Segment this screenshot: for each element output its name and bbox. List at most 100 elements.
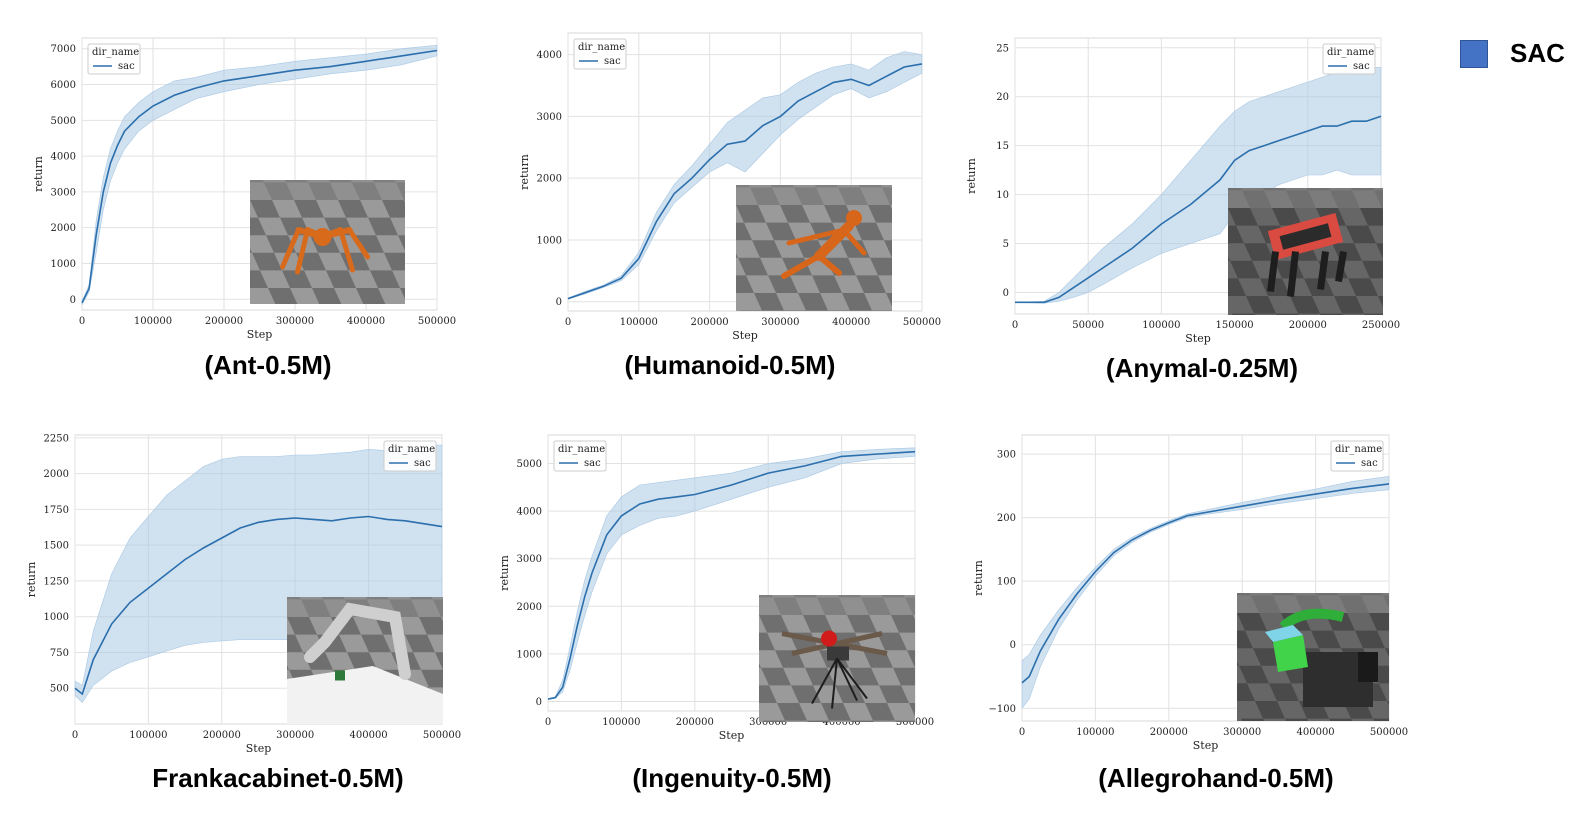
floor-tile	[287, 617, 317, 635]
floor-tile	[736, 205, 766, 223]
x-axis-label: Step	[1185, 332, 1211, 345]
legend-title: dir_name	[92, 47, 139, 58]
floor-tile	[928, 240, 958, 258]
floor-tile	[1387, 701, 1389, 706]
floor-tile	[780, 205, 810, 223]
inset-body	[759, 580, 949, 756]
caption-ant: (Ant-0.5M)	[204, 350, 332, 380]
floor-tile	[895, 720, 915, 722]
chart-svg: 0 100000 200000 300000 400000 500000 0 1000 2000…	[32, 37, 456, 341]
floor-tile	[474, 306, 504, 324]
global-legend: SAC	[1460, 38, 1565, 69]
floor-tile	[1359, 736, 1389, 754]
floor-tile	[1394, 331, 1424, 349]
y-tick-label: 0	[536, 697, 542, 708]
floor-tile	[1482, 331, 1512, 349]
caption-humanoid: (Humanoid-0.5M)	[624, 350, 836, 380]
humanoid-leg	[781, 253, 822, 279]
floor-tile	[456, 218, 486, 236]
chart-svg: 0 100000 200000 300000 400000 500000 0 1000 2000…	[518, 32, 941, 342]
floor-tile	[805, 667, 835, 686]
floor-tile	[919, 580, 949, 598]
floor-tile	[1401, 683, 1431, 701]
inset-image-ingenuity	[759, 580, 949, 756]
floor-tile	[1237, 683, 1255, 701]
y-axis-label: return	[518, 154, 531, 190]
x-tick-label: 200000	[205, 316, 243, 327]
ingenuity-rotor	[791, 631, 883, 656]
floor-tile	[382, 200, 405, 218]
anymal-leg	[1267, 251, 1279, 292]
floor-tile	[1450, 261, 1480, 279]
x-tick-label: 100000	[620, 317, 658, 328]
ant-leg	[338, 227, 355, 273]
floor-tile	[1237, 630, 1253, 649]
x-axis-label: Step	[247, 328, 273, 341]
floor-tile	[1255, 701, 1285, 719]
y-tick-label: 100	[997, 577, 1016, 588]
allegro-cube-face	[1273, 635, 1308, 672]
floor-tile	[250, 217, 266, 236]
y-tick-label: 1000	[537, 235, 562, 246]
anymal-top	[1279, 223, 1332, 250]
franka-cube	[335, 670, 345, 681]
floor-tile	[1392, 278, 1422, 296]
legend-title: dir_name	[1327, 47, 1374, 58]
floor-tile	[1360, 208, 1383, 226]
legend-title: dir_name	[1335, 444, 1382, 455]
legend-item-label: sac	[414, 458, 431, 469]
inset-image-ant	[250, 180, 518, 324]
floor-tile	[1466, 296, 1496, 314]
floor-tile	[1228, 278, 1246, 296]
floor-tile	[1276, 313, 1299, 315]
floor-tile	[294, 200, 324, 218]
floor-tile	[449, 635, 479, 653]
chart-svg: 0 100000 200000 300000 400000 500000 −100 0 100 2…	[972, 434, 1408, 754]
x-axis-label: Step	[1193, 739, 1219, 752]
floor-tile	[893, 667, 915, 686]
floor-tile	[1413, 613, 1443, 631]
y-tick-label: 2000	[537, 174, 562, 185]
floor-tile	[837, 738, 867, 756]
floor-tile	[409, 740, 439, 758]
y-tick-label: 0	[556, 297, 562, 308]
y-axis-label: return	[32, 156, 45, 192]
y-tick-label: 6000	[51, 80, 76, 91]
floor-tile	[400, 288, 405, 299]
y-tick-label: 4000	[517, 507, 542, 518]
floor-tile	[1434, 226, 1464, 244]
inset-body	[250, 180, 518, 324]
chart-panel-anymal: 0 50000 100000 150000 200000 250000 0 5 10 15 20 25…	[965, 30, 1400, 345]
chart-panel-ingenuity: 0 100000 200000 300000 400000 500000 0 1000 2000…	[497, 430, 937, 755]
floor-tile	[761, 667, 791, 686]
anymal-leg	[1335, 250, 1347, 283]
x-tick-label: 400000	[350, 730, 388, 741]
floor-tile	[738, 257, 768, 276]
x-tick-label: 300000	[1223, 727, 1261, 738]
floor-tile	[421, 669, 443, 688]
floor-tile	[453, 740, 483, 758]
floor-tile	[1272, 208, 1302, 226]
series-line-sac	[81, 49, 438, 304]
humanoid-arm	[786, 227, 847, 246]
y-tick-label: 3000	[51, 187, 76, 198]
y-tick-label: 3000	[517, 554, 542, 565]
y-tick-label: 2000	[51, 223, 76, 234]
y-tick-label: 4000	[537, 50, 562, 61]
legend-title: dir_name	[558, 444, 605, 455]
caption-anymal: (Anymal-0.25M)	[1105, 353, 1299, 383]
chart-panel-allegrohand: 0 100000 200000 300000 400000 500000 −100 0 100 2…	[965, 430, 1408, 755]
floor-tile	[1362, 260, 1383, 279]
floor-tile	[1431, 701, 1461, 719]
caption-frankacabinet: Frankacabinet-0.5M)	[152, 763, 404, 793]
y-tick-label: 15	[996, 141, 1009, 152]
x-axis-label: Step	[719, 729, 745, 742]
x-tick-label: 150000	[1216, 320, 1254, 331]
floor-tile	[488, 288, 518, 306]
floor-tile	[1422, 296, 1452, 314]
x-tick-label: 400000	[1297, 727, 1335, 738]
y-tick-label: 300	[997, 450, 1016, 461]
floor-tile	[736, 222, 752, 241]
